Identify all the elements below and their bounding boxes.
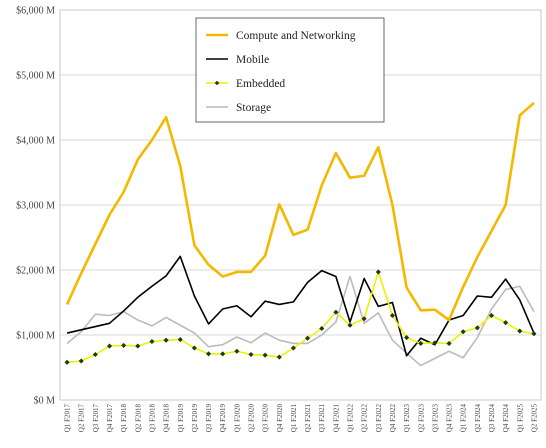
x-tick-label: Q3 F2023 <box>431 404 439 433</box>
x-tick-label: Q1 F2017 <box>64 404 72 433</box>
x-tick-label: Q3 F2022 <box>375 404 383 433</box>
data-point-marker <box>389 312 396 319</box>
series-1 <box>66 255 535 357</box>
data-point-marker <box>262 352 268 358</box>
y-tick-label: $0 M <box>34 396 56 407</box>
x-tick-label: Q1 F2019 <box>177 404 185 433</box>
x-tick-label: Q3 F2018 <box>148 404 156 433</box>
data-point-marker <box>460 329 466 335</box>
data-point-marker <box>488 312 495 319</box>
series-line <box>66 275 535 367</box>
data-point-marker <box>502 319 509 326</box>
data-point-marker <box>304 335 311 341</box>
x-tick-label: Q4 F2022 <box>389 404 397 433</box>
x-tick-label: Q2 F2017 <box>78 404 86 433</box>
y-tick-label: $1,000 M <box>16 331 55 342</box>
data-point-marker <box>474 325 480 331</box>
data-point-marker <box>446 340 452 347</box>
data-point-marker <box>149 338 155 345</box>
x-tick-label: Q4 F2023 <box>446 404 454 433</box>
x-tick-label: Q1 F2024 <box>460 404 468 433</box>
x-tick-label: Q2 F2024 <box>474 404 482 433</box>
data-point-marker <box>418 340 424 347</box>
series-0 <box>65 101 535 322</box>
legend-label: Embedded <box>236 78 285 90</box>
data-point-marker <box>234 348 240 354</box>
series-2 <box>64 269 537 365</box>
x-tick-label: Q4 F2021 <box>332 404 340 433</box>
x-tick-label: Q2 F2021 <box>304 404 312 433</box>
x-tick-label: Q2 F2018 <box>134 404 142 433</box>
data-point-marker <box>375 269 381 275</box>
legend-item: Storage <box>206 102 271 114</box>
x-tick-label: Q1 F2021 <box>290 404 298 433</box>
x-tick-label: Q1 F2023 <box>403 404 411 433</box>
data-point-marker <box>92 351 99 358</box>
x-tick-label: Q3 F2024 <box>488 404 496 433</box>
x-tick-label: Q4 F2020 <box>276 404 284 433</box>
data-point-marker <box>135 343 141 349</box>
x-tick-label: Q3 F2020 <box>262 404 270 433</box>
x-tick-label: Q1 F2022 <box>347 404 355 433</box>
series-line <box>66 255 535 357</box>
series-layer <box>64 101 537 367</box>
y-tick-label: $5,000 M <box>16 71 55 82</box>
data-point-marker <box>517 328 523 334</box>
data-point-marker <box>163 337 169 343</box>
data-point-marker <box>248 351 254 358</box>
x-tick-label: Q1 F2018 <box>120 404 128 433</box>
data-point-marker <box>361 316 367 322</box>
x-tick-label: Q2 F2020 <box>247 404 255 433</box>
x-tick-label: Q1 F2020 <box>233 404 241 433</box>
data-point-marker <box>64 359 70 365</box>
x-tick-label: Q4 F2017 <box>106 404 114 433</box>
series-line <box>65 101 535 322</box>
y-tick-label: $2,000 M <box>16 266 55 277</box>
y-tick-label: $4,000 M <box>16 136 55 147</box>
x-tick-label: Q4 F2024 <box>502 404 510 433</box>
data-point-marker <box>319 325 325 332</box>
x-tick-label: Q3 F2019 <box>205 404 213 433</box>
data-point-marker <box>432 340 438 346</box>
data-point-marker <box>276 354 282 360</box>
x-tick-label: Q2 F2022 <box>361 404 369 433</box>
data-point-marker <box>347 322 353 328</box>
legend-label: Mobile <box>236 54 269 66</box>
x-tick-label: Q4 F2018 <box>163 404 171 433</box>
legend-item: Mobile <box>206 54 269 66</box>
x-tick-label: Q3 F2017 <box>92 404 100 433</box>
x-tick-label: Q4 F2019 <box>219 404 227 433</box>
data-point-marker <box>106 343 113 349</box>
y-tick-label: $3,000 M <box>16 201 55 212</box>
legend-item: Embedded <box>206 78 285 90</box>
data-point-marker <box>333 309 339 315</box>
data-point-marker <box>121 342 127 349</box>
x-tick-label: Q1 F2025 <box>516 404 524 433</box>
x-tick-label: Q3 F2021 <box>318 404 326 433</box>
data-point-marker <box>205 351 212 357</box>
series-line <box>66 271 535 364</box>
series-3 <box>66 275 535 367</box>
legend-marker <box>214 80 220 86</box>
data-point-marker <box>290 345 297 351</box>
legend-label: Storage <box>236 102 271 114</box>
data-point-marker <box>191 345 198 351</box>
x-tick-label: Q2 F2025 <box>530 404 538 433</box>
legend-label: Compute and Networking <box>236 30 356 42</box>
data-point-marker <box>403 334 410 341</box>
data-point-marker <box>531 331 537 337</box>
legend-item: Compute and Networking <box>206 30 356 42</box>
data-point-marker <box>177 336 183 343</box>
x-tick-label: Q2 F2023 <box>417 404 425 433</box>
x-axis-ticks: Q1 F2017 Q2 F2017 Q3 F2017 Q4 F2017 Q1 F2018… <box>64 404 539 433</box>
data-point-marker <box>78 358 84 364</box>
x-tick-label: Q2 F2019 <box>191 404 199 433</box>
plot-area-border <box>59 9 542 401</box>
y-axis-ticks: $0 M $1,000 M $2,000 M $3,000 M $4,000 M $5,0… <box>16 6 55 407</box>
data-point-marker <box>220 351 226 357</box>
legend: Compute and Networking Mobile Embedded Stor… <box>195 17 385 123</box>
y-tick-label: $6,000 M <box>16 6 55 17</box>
